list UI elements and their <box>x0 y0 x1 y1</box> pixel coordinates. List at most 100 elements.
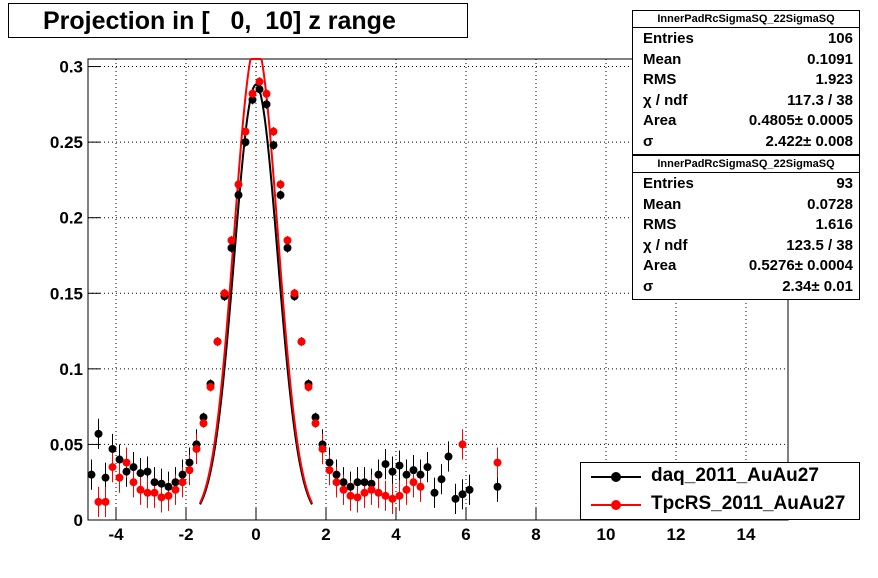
y-tick-label: 0.3 <box>59 58 83 77</box>
data-point <box>423 463 432 472</box>
data-point <box>346 491 355 500</box>
data-point <box>171 485 180 494</box>
data-point <box>283 236 292 245</box>
data-point <box>101 497 110 506</box>
legend-marker <box>611 500 621 510</box>
stats-name: InnerPadRcSigmaSQ_22SigmaSQ <box>633 156 859 173</box>
x-tick-label: 6 <box>461 525 470 544</box>
stats-value: 117.3 / 38 <box>787 91 853 109</box>
data-point <box>206 382 215 391</box>
stats-label: RMS <box>643 71 677 88</box>
data-point <box>248 89 257 98</box>
data-point <box>346 482 355 491</box>
y-tick-label: 0 <box>74 511 83 530</box>
stats-label: χ / ndf <box>643 91 688 109</box>
data-point <box>199 413 208 422</box>
stats-row: Entries 93 <box>633 173 859 194</box>
data-point <box>178 478 187 487</box>
stats-row: RMS 1.616 <box>633 214 859 235</box>
stats-name: InnerPadRcSigmaSQ_22SigmaSQ <box>633 11 859 28</box>
data-point <box>136 485 145 494</box>
data-point <box>262 89 271 98</box>
stats-row: RMS 1.923 <box>633 69 859 90</box>
data-point <box>465 485 474 494</box>
x-tick-label: -4 <box>108 525 124 544</box>
data-point <box>185 466 194 475</box>
data-point <box>115 455 124 464</box>
data-point <box>360 488 369 497</box>
stats-label: RMS <box>643 216 677 233</box>
data-point <box>192 444 201 453</box>
data-point <box>374 470 383 479</box>
data-point <box>360 478 369 487</box>
data-point <box>381 491 390 500</box>
y-tick-label: 0.05 <box>50 435 83 454</box>
data-point <box>493 458 502 467</box>
data-point <box>171 478 180 487</box>
stats-row: Mean 0.0728 <box>633 194 859 215</box>
data-point <box>416 470 425 479</box>
data-point <box>353 493 362 502</box>
stats-value: 2.34± 0.01 <box>782 277 853 295</box>
data-point <box>94 497 103 506</box>
data-point <box>262 100 271 109</box>
data-point <box>325 458 334 467</box>
stats-value: 2.422± 0.008 <box>765 132 853 150</box>
data-point <box>409 478 418 487</box>
data-point <box>129 463 138 472</box>
fit-curve <box>199 83 313 505</box>
stats-label: σ <box>643 277 654 295</box>
stats-value: 0.1091 <box>807 50 853 68</box>
y-tick-label: 0.15 <box>50 284 83 303</box>
data-point <box>276 180 285 189</box>
stats-label: χ / ndf <box>643 236 688 254</box>
data-point <box>185 458 194 467</box>
data-point <box>367 479 376 488</box>
data-point <box>122 458 131 467</box>
data-point <box>220 289 229 298</box>
stats-label: σ <box>643 132 654 150</box>
data-point <box>374 488 383 497</box>
x-tick-label: -2 <box>178 525 193 544</box>
stats-row: Entries 106 <box>633 28 859 49</box>
data-point <box>136 469 145 478</box>
legend-entry-tpcrs: TpcRS_2011_AuAu27 <box>581 491 859 519</box>
data-point <box>437 475 446 484</box>
stats-row: Mean 0.1091 <box>633 49 859 70</box>
stats-row: Area 0.4805± 0.0005 <box>633 110 859 131</box>
stats-value: 0.5276± 0.0004 <box>748 257 853 274</box>
x-tick-label: 10 <box>597 525 616 544</box>
data-point <box>297 337 306 346</box>
data-point <box>353 478 362 487</box>
data-point <box>150 478 159 487</box>
data-point <box>108 463 117 472</box>
data-point <box>248 95 257 104</box>
legend-label: TpcRS_2011_AuAu27 <box>651 493 846 514</box>
stats-row: σ 2.422± 0.008 <box>633 131 859 152</box>
x-tick-label: 14 <box>737 525 756 544</box>
data-point <box>94 429 103 438</box>
data-point <box>276 191 285 200</box>
data-point <box>402 470 411 479</box>
data-point <box>164 482 173 491</box>
data-point <box>339 485 348 494</box>
data-point <box>227 236 236 245</box>
data-point <box>255 77 264 86</box>
stats-label: Mean <box>643 50 682 68</box>
stats-label: Entries <box>643 175 694 192</box>
stats-label: Mean <box>643 195 682 213</box>
stats-value: 123.5 / 38 <box>786 236 853 254</box>
stats-label: Entries <box>643 30 694 47</box>
stats-row: Area 0.5276± 0.0004 <box>633 255 859 276</box>
data-point <box>157 479 166 488</box>
stats-row: χ / ndf 123.5 / 38 <box>633 235 859 256</box>
stats-box-1: InnerPadRcSigmaSQ_22SigmaSQ Entries 106 M… <box>632 10 860 155</box>
data-point <box>451 494 460 503</box>
fit-curve <box>199 58 313 504</box>
data-point <box>304 382 313 391</box>
data-point <box>290 289 299 298</box>
data-point <box>381 460 390 469</box>
x-tick-label: 2 <box>321 525 330 544</box>
data-point <box>458 490 467 499</box>
